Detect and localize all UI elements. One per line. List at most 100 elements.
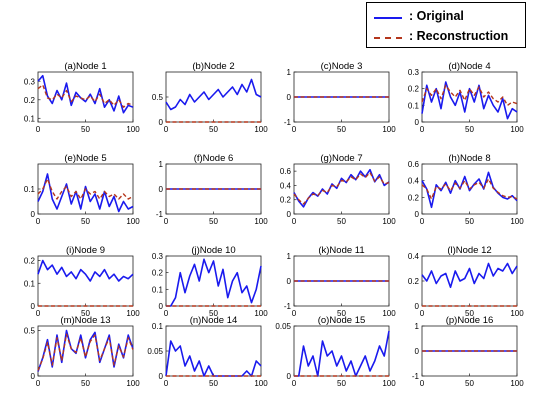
x-tick-label: 100 <box>510 125 524 134</box>
x-tick-label: 0 <box>292 125 297 134</box>
subplot-node-6: (f)Node 60 50 100-101 <box>156 153 268 226</box>
subplot-title: (d)Node 4 <box>448 61 490 72</box>
x-tick-label: 50 <box>81 125 90 134</box>
x-tick-label: 50 <box>81 309 90 318</box>
y-tick-label: 0.3 <box>24 77 36 86</box>
series-line-original <box>166 258 262 307</box>
series-line-original <box>165 78 262 111</box>
series-line-original <box>293 168 390 208</box>
y-tick-label: 0.1 <box>24 185 36 194</box>
subplot-node-2: (b)Node 2 0 50 100 0 0.5 <box>152 61 268 134</box>
x-tick-label: 100 <box>510 309 524 318</box>
subplot-title: (l)Node 12 <box>447 245 491 256</box>
x-tick-label: 100 <box>126 309 140 318</box>
x-tick-label: 0 <box>420 309 425 318</box>
y-tick-label: 0 <box>415 347 420 356</box>
y-tick-label: 0.1 <box>24 114 36 123</box>
y-tick-label: 0.4 <box>408 252 420 261</box>
series-line-reconstruction <box>293 171 390 205</box>
y-tick-label: 0.2 <box>408 85 420 94</box>
y-tick-label: 0.2 <box>280 196 292 205</box>
series-line-original <box>421 262 518 289</box>
y-tick-label: 0 <box>31 302 36 311</box>
x-tick-label: 100 <box>510 217 524 226</box>
x-tick-label: 50 <box>337 309 346 318</box>
series-line-original <box>37 173 134 213</box>
y-tick-label: 0.1 <box>152 322 164 331</box>
series-line-reconstruction <box>421 84 518 107</box>
subplot-title: (f)Node 6 <box>194 153 234 164</box>
subplot-node-8: (h)Node 8 0 50 100 0 0.2 0.4 0.6 <box>408 153 524 226</box>
x-tick-label: 100 <box>254 217 268 226</box>
subplot-node-10: (j)Node 10 0 50 100 0 0.1 0.2 0.3 <box>152 245 268 318</box>
y-tick-label: 0 <box>415 302 420 311</box>
subplot-node-12: (l)Node 12 0 50 100 0 0.2 0.4 <box>408 245 524 318</box>
axes-frame <box>293 325 390 377</box>
subplot-title: (b)Node 2 <box>192 61 234 72</box>
legend-swatch-original <box>374 17 402 19</box>
x-tick-label: 50 <box>337 125 346 134</box>
x-tick-label: 50 <box>81 217 90 226</box>
subplot-node-11: (k)Node 110 50 100-101 <box>284 245 396 318</box>
y-tick-label: 0.2 <box>408 193 420 202</box>
y-tick-label: -1 <box>284 118 292 127</box>
x-tick-label: 0 <box>164 309 169 318</box>
x-tick-label: 100 <box>126 217 140 226</box>
series-line-reconstruction <box>421 178 518 200</box>
y-tick-label: 0.1 <box>408 101 420 110</box>
y-tick-label: 1 <box>159 160 164 169</box>
y-tick-label: 0.2 <box>408 277 420 286</box>
x-tick-label: 50 <box>465 217 474 226</box>
x-tick-label: 0 <box>36 217 41 226</box>
subplot-title: (h)Node 8 <box>448 153 490 164</box>
y-tick-label: -1 <box>412 372 420 381</box>
x-tick-label: 100 <box>382 379 396 388</box>
subplot-node-16: (p)Node 160 50 100-101 <box>412 315 524 388</box>
x-tick-label: 50 <box>337 217 346 226</box>
x-tick-label: 0 <box>292 309 297 318</box>
y-tick-label: 0 <box>415 118 420 127</box>
subplot-title: (g)Node 7 <box>320 153 362 164</box>
y-tick-label: 1 <box>287 68 292 77</box>
subplot-title: (p)Node 16 <box>446 315 494 326</box>
subplot-title: (n)Node 14 <box>190 315 238 326</box>
subplot-node-14: (n)Node 14 0 50 100 0 0.05 0.1 <box>147 315 268 388</box>
series-line-reconstruction <box>37 84 134 108</box>
x-tick-label: 100 <box>126 125 140 134</box>
subplot-node-7: (g)Node 7 0 50 100 0 0.2 0.4 0.6 <box>280 153 396 226</box>
y-tick-label: 0.2 <box>152 269 164 278</box>
subplot-node-1: (a)Node 1 0 50 100 0.1 0.2 0.3 <box>24 61 140 134</box>
axes-frame <box>293 163 390 215</box>
series-line-original <box>421 171 518 209</box>
y-tick-label: 0 <box>31 210 36 219</box>
series-line-original <box>37 259 134 282</box>
legend-label-original: : Original <box>409 9 464 23</box>
x-tick-label: 50 <box>465 309 474 318</box>
x-tick-label: 50 <box>209 125 218 134</box>
y-tick-label: 0 <box>159 185 164 194</box>
y-tick-label: 0.5 <box>24 327 36 336</box>
x-tick-label: 100 <box>254 125 268 134</box>
axes-frame <box>37 255 134 307</box>
series-line-original <box>294 330 390 377</box>
x-tick-label: 50 <box>209 309 218 318</box>
x-tick-label: 100 <box>126 379 140 388</box>
subplot-title: (c)Node 3 <box>321 61 363 72</box>
y-tick-label: 0.1 <box>24 279 36 288</box>
subplot-node-9: (i)Node 9 0 50 100 0 0.1 0.2 <box>24 245 140 318</box>
x-tick-label: 50 <box>337 379 346 388</box>
y-tick-label: 0.05 <box>147 347 163 356</box>
subplot-node-4: (d)Node 4 0 50 100 0 0.1 0.2 0.3 <box>408 61 524 134</box>
x-tick-label: 50 <box>209 379 218 388</box>
subplot-node-3: (c)Node 30 50 100-101 <box>284 61 396 134</box>
y-tick-label: 0.3 <box>408 68 420 77</box>
axes-frame <box>165 71 262 123</box>
x-tick-label: 50 <box>465 379 474 388</box>
legend: : Original : Reconstruction <box>366 2 526 48</box>
y-tick-label: 0.2 <box>24 96 36 105</box>
y-tick-label: -1 <box>284 302 292 311</box>
x-tick-label: 0 <box>292 379 297 388</box>
legend-item-reconstruction: : Reconstruction <box>367 28 527 48</box>
axes-frame <box>421 255 518 307</box>
